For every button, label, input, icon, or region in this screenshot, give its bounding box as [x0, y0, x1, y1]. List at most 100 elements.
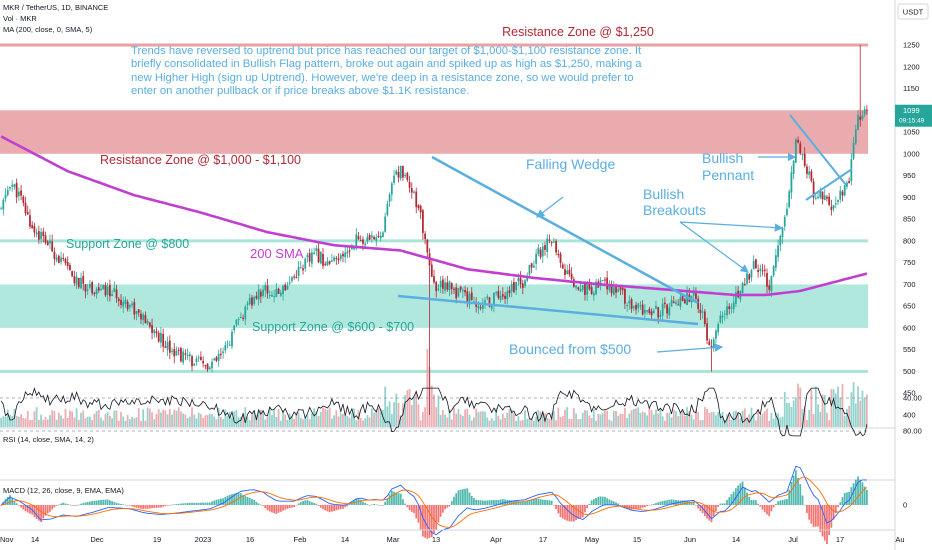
candle-body	[233, 325, 236, 331]
volume-bar	[612, 410, 615, 427]
macd-histogram-bar	[539, 499, 542, 505]
volume-bar	[60, 415, 62, 427]
macd-histogram-bar	[413, 505, 415, 514]
candle-body	[219, 353, 222, 356]
volume-bar	[195, 418, 198, 427]
macd-histogram-bar	[737, 485, 740, 505]
volume-bar	[577, 419, 580, 427]
volume-bar	[44, 416, 47, 427]
macd-histogram-bar	[701, 505, 704, 514]
macd-histogram-bar	[73, 505, 76, 506]
candle-body	[801, 153, 804, 155]
currency-label: USDT	[903, 8, 924, 17]
macd-histogram-bar	[89, 501, 91, 505]
macd-histogram-bar	[592, 499, 595, 505]
candle-body	[732, 302, 735, 310]
candle-body	[66, 262, 69, 266]
macd-histogram-bar	[812, 505, 815, 527]
macd-histogram-bar	[581, 505, 584, 518]
candle-body	[153, 329, 156, 334]
candle-body	[524, 280, 526, 286]
macd-histogram-bar	[517, 501, 520, 505]
volume-bar	[422, 412, 424, 427]
candle-body	[821, 191, 824, 200]
volume-bar	[675, 411, 677, 427]
volume-bar	[73, 417, 76, 427]
candle-body	[666, 304, 668, 314]
candle-body	[848, 180, 851, 184]
label-support-zone: Support Zone @ $600 - $700	[252, 320, 414, 334]
price-tick-label: 800	[903, 236, 916, 245]
macd-histogram-bar	[26, 505, 29, 513]
volume-bar	[288, 413, 291, 427]
macd-histogram-bar	[461, 489, 464, 505]
candle-body	[612, 287, 615, 295]
candle-body	[4, 194, 7, 199]
candle-body	[302, 268, 304, 271]
candle-body	[601, 279, 604, 281]
macd-histogram-bar	[213, 500, 216, 505]
macd-histogram-bar	[419, 505, 422, 531]
volume-bar	[861, 390, 864, 427]
candle-body	[266, 285, 269, 294]
candle-body	[155, 331, 158, 334]
candle-body	[399, 165, 402, 179]
candle-body	[710, 345, 713, 349]
label-bullish-pennant-line-2: Pennant	[702, 167, 754, 183]
volume-bar	[477, 412, 480, 427]
volume-bar	[637, 407, 640, 427]
candle-body	[639, 305, 642, 307]
volume-bar	[2, 416, 5, 427]
macd-histogram-bar	[586, 505, 589, 509]
candle-body	[337, 258, 340, 261]
macd-histogram-bar	[95, 500, 98, 505]
volume-bar	[755, 420, 757, 427]
candle-body	[717, 324, 720, 333]
candle-body	[239, 317, 242, 319]
candle-body	[672, 301, 675, 303]
macd-histogram-bar	[584, 505, 586, 513]
macd-histogram-bar	[806, 505, 808, 513]
macd-histogram-bar	[193, 502, 196, 505]
volume-bar	[346, 415, 349, 427]
volume-bar	[486, 417, 489, 427]
time-tick-label: 17	[836, 535, 844, 544]
macd-histogram-bar	[652, 503, 655, 505]
macd-histogram-bar	[599, 496, 602, 505]
candle-body	[253, 297, 256, 304]
macd-histogram-bar	[146, 505, 149, 509]
candle-body	[748, 274, 751, 280]
macd-histogram-bar	[386, 498, 389, 505]
volume-bar	[590, 417, 593, 427]
candle-body	[284, 284, 287, 291]
macd-histogram-bar	[168, 505, 171, 506]
candle-body	[370, 235, 373, 238]
candle-body	[140, 313, 142, 320]
volume-bar	[430, 385, 433, 427]
macd-histogram-bar	[781, 499, 784, 505]
macd-histogram-bar	[428, 505, 431, 538]
candle-body	[610, 285, 613, 294]
macd-histogram-bar	[814, 505, 817, 527]
macd-histogram-bar	[659, 501, 662, 505]
volume-bar	[652, 414, 655, 427]
volume-bar	[866, 394, 868, 427]
candle-body	[757, 270, 760, 273]
time-tick-label: 16	[246, 535, 254, 544]
macd-histogram-bar	[666, 500, 668, 505]
macd-histogram-bar	[279, 505, 282, 512]
macd-histogram-bar	[528, 500, 531, 505]
macd-histogram-bar	[204, 502, 207, 505]
macd-histogram-bar	[770, 505, 773, 512]
time-tick-label: 19	[153, 535, 161, 544]
candle-body	[142, 314, 145, 321]
macd-tick-label: 0	[903, 501, 907, 510]
candle-body	[641, 304, 644, 315]
candle-body	[759, 268, 762, 271]
volume-bar	[122, 416, 125, 427]
volume-bar	[151, 412, 153, 427]
candle-body	[730, 307, 733, 309]
macd-histogram-bar	[259, 504, 262, 506]
price-tick-label: 1200	[903, 62, 920, 71]
macd-histogram-bar	[779, 500, 782, 505]
